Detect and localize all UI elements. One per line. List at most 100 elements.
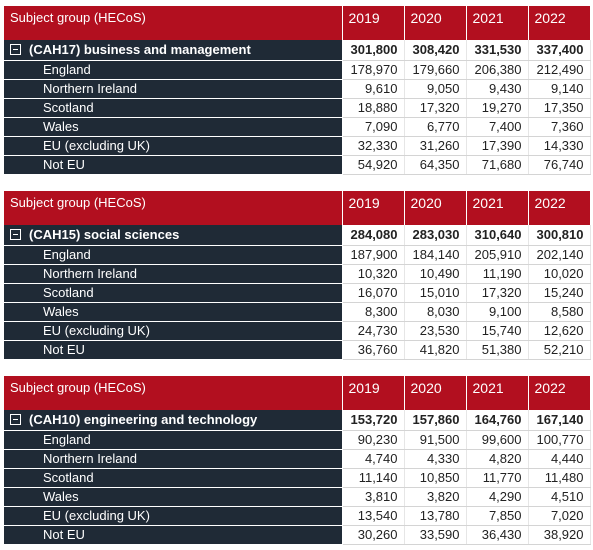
group-row: (CAH15) social sciences 284,080 283,030 … [4, 225, 591, 246]
group-name[interactable]: (CAH17) business and management [29, 42, 251, 58]
total-cell: 337,400 [528, 40, 591, 61]
table-row: Not EU 36,760 41,820 51,380 52,210 [4, 340, 591, 360]
value-cell: 7,020 [528, 506, 591, 526]
value-cell: 38,920 [528, 525, 591, 545]
value-cell: 9,050 [404, 79, 467, 99]
table-row: Northern Ireland 9,610 9,050 9,430 9,140 [4, 79, 591, 99]
year-header-2022[interactable]: 2022 [528, 191, 590, 225]
value-cell: 99,600 [466, 430, 529, 450]
value-cell: 18,880 [342, 98, 405, 118]
table-row: Northern Ireland 4,740 4,330 4,820 4,440 [4, 449, 591, 469]
total-cell: 283,030 [404, 225, 467, 246]
value-cell: 36,760 [342, 340, 405, 360]
row-label: Not EU [4, 155, 343, 175]
value-cell: 8,030 [404, 302, 467, 322]
value-cell: 41,820 [404, 340, 467, 360]
year-header-2019[interactable]: 2019 [342, 376, 405, 410]
table-row: EU (excluding UK) 32,330 31,260 17,390 1… [4, 136, 591, 156]
year-header-2021[interactable]: 2021 [466, 6, 529, 40]
value-cell: 19,270 [466, 98, 529, 118]
group-label-cell: (CAH15) social sciences [4, 225, 343, 246]
row-label: Northern Ireland [4, 79, 343, 99]
group-row: (CAH10) engineering and technology 153,7… [4, 410, 591, 431]
value-cell: 7,360 [528, 117, 591, 137]
row-label: Wales [4, 302, 343, 322]
header-row: Subject group (HECoS) 2019 2020 2021 202… [4, 376, 590, 410]
value-cell: 15,740 [466, 321, 529, 341]
value-cell: 202,140 [528, 245, 591, 265]
year-header-2021[interactable]: 2021 [466, 191, 529, 225]
year-header-2022[interactable]: 2022 [528, 6, 590, 40]
value-cell: 71,680 [466, 155, 529, 175]
total-cell: 301,800 [342, 40, 405, 61]
year-header-2020[interactable]: 2020 [404, 191, 467, 225]
subject-group-header[interactable]: Subject group (HECoS) [4, 191, 343, 225]
row-label: England [4, 430, 343, 450]
value-cell: 54,920 [342, 155, 405, 175]
year-header-2019[interactable]: 2019 [342, 191, 405, 225]
value-cell: 4,740 [342, 449, 405, 469]
total-cell: 300,810 [528, 225, 591, 246]
row-label: Wales [4, 117, 343, 137]
row-label: Not EU [4, 525, 343, 545]
value-cell: 32,330 [342, 136, 405, 156]
table-row: Not EU 54,920 64,350 71,680 76,740 [4, 155, 591, 175]
subject-group-header[interactable]: Subject group (HECoS) [4, 6, 343, 40]
year-header-2021[interactable]: 2021 [466, 376, 529, 410]
table-row: England 90,230 91,500 99,600 100,770 [4, 430, 591, 450]
year-header-2020[interactable]: 2020 [404, 376, 467, 410]
subject-group-header[interactable]: Subject group (HECoS) [4, 376, 343, 410]
value-cell: 64,350 [404, 155, 467, 175]
value-cell: 33,590 [404, 525, 467, 545]
total-cell: 308,420 [404, 40, 467, 61]
value-cell: 90,230 [342, 430, 405, 450]
row-label: EU (excluding UK) [4, 506, 343, 526]
data-table: Subject group (HECoS) 2019 2020 2021 202… [4, 376, 591, 545]
header-row: Subject group (HECoS) 2019 2020 2021 202… [4, 6, 590, 40]
table-row: EU (excluding UK) 24,730 23,530 15,740 1… [4, 321, 591, 341]
value-cell: 4,510 [528, 487, 591, 507]
value-cell: 187,900 [342, 245, 405, 265]
table-row: Not EU 30,260 33,590 36,430 38,920 [4, 525, 591, 545]
collapse-icon[interactable] [10, 229, 21, 241]
value-cell: 16,070 [342, 283, 405, 303]
data-table: Subject group (HECoS) 2019 2020 2021 202… [4, 191, 591, 360]
value-cell: 12,620 [528, 321, 591, 341]
year-header-2020[interactable]: 2020 [404, 6, 467, 40]
table-row: Wales 3,810 3,820 4,290 4,510 [4, 487, 591, 507]
value-cell: 30,260 [342, 525, 405, 545]
value-cell: 212,490 [528, 60, 591, 80]
row-label: EU (excluding UK) [4, 321, 343, 341]
row-label: Scotland [4, 98, 343, 118]
value-cell: 7,850 [466, 506, 529, 526]
year-header-2022[interactable]: 2022 [528, 376, 590, 410]
table-row: Wales 8,300 8,030 9,100 8,580 [4, 302, 591, 322]
value-cell: 3,810 [342, 487, 405, 507]
value-cell: 10,020 [528, 264, 591, 284]
group-name[interactable]: (CAH10) engineering and technology [29, 412, 258, 428]
value-cell: 100,770 [528, 430, 591, 450]
value-cell: 11,480 [528, 468, 591, 488]
value-cell: 15,240 [528, 283, 591, 303]
value-cell: 184,140 [404, 245, 467, 265]
group-name[interactable]: (CAH15) social sciences [29, 227, 180, 243]
year-header-2019[interactable]: 2019 [342, 6, 405, 40]
total-cell: 331,530 [466, 40, 529, 61]
table-block-cah15: Subject group (HECoS) 2019 2020 2021 202… [4, 191, 591, 360]
value-cell: 91,500 [404, 430, 467, 450]
value-cell: 10,850 [404, 468, 467, 488]
value-cell: 7,090 [342, 117, 405, 137]
value-cell: 6,770 [404, 117, 467, 137]
value-cell: 13,780 [404, 506, 467, 526]
collapse-icon[interactable] [10, 414, 21, 426]
collapse-icon[interactable] [10, 44, 21, 56]
value-cell: 9,610 [342, 79, 405, 99]
value-cell: 31,260 [404, 136, 467, 156]
value-cell: 11,140 [342, 468, 405, 488]
value-cell: 13,540 [342, 506, 405, 526]
group-label-cell: (CAH17) business and management [4, 40, 343, 61]
value-cell: 76,740 [528, 155, 591, 175]
value-cell: 8,300 [342, 302, 405, 322]
total-cell: 167,140 [528, 410, 591, 431]
value-cell: 4,820 [466, 449, 529, 469]
